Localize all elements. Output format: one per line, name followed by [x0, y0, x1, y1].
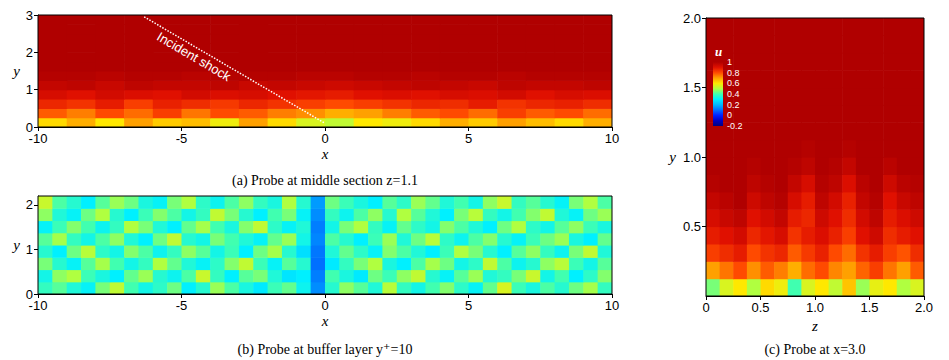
svg-text:x: x — [321, 313, 329, 329]
svg-text:x: x — [321, 146, 329, 162]
svg-text:10: 10 — [605, 131, 619, 146]
svg-text:0.5: 0.5 — [683, 219, 701, 234]
svg-text:2.0: 2.0 — [683, 11, 701, 26]
svg-text:1: 1 — [26, 242, 33, 257]
svg-text:1: 1 — [727, 57, 732, 67]
svg-text:1.0: 1.0 — [806, 300, 824, 315]
svg-text:0: 0 — [25, 119, 33, 135]
svg-text:2.0: 2.0 — [915, 300, 933, 315]
svg-text:(b) Probe at buffer layer y⁺=1: (b) Probe at buffer layer y⁺=10 — [238, 342, 413, 358]
svg-text:5: 5 — [465, 131, 472, 146]
svg-text:y: y — [667, 149, 676, 165]
svg-text:0.8: 0.8 — [727, 68, 740, 78]
svg-text:y: y — [11, 237, 20, 253]
svg-text:2: 2 — [26, 197, 33, 212]
svg-text:0: 0 — [727, 110, 732, 120]
svg-text:2: 2 — [26, 45, 33, 60]
svg-text:0.2: 0.2 — [727, 100, 740, 110]
svg-text:y: y — [11, 63, 20, 79]
svg-text:1.5: 1.5 — [860, 300, 878, 315]
svg-text:0.5: 0.5 — [751, 300, 769, 315]
svg-text:Incident shock: Incident shock — [154, 29, 234, 84]
svg-text:0.6: 0.6 — [727, 78, 740, 88]
svg-text:0: 0 — [321, 131, 328, 146]
svg-text:u: u — [715, 44, 722, 59]
svg-text:-10: -10 — [29, 131, 48, 146]
svg-text:-5: -5 — [176, 298, 188, 313]
svg-text:z: z — [811, 318, 818, 334]
svg-text:-5: -5 — [176, 131, 188, 146]
svg-text:(a) Probe at middle section z=: (a) Probe at middle section z=1.1 — [232, 173, 418, 189]
svg-text:1.5: 1.5 — [683, 80, 701, 95]
svg-text:0: 0 — [702, 300, 709, 315]
svg-text:-10: -10 — [29, 298, 48, 313]
svg-text:3: 3 — [26, 8, 33, 23]
svg-text:0.4: 0.4 — [727, 89, 740, 99]
svg-text:1.0: 1.0 — [683, 150, 701, 165]
svg-text:0: 0 — [321, 298, 328, 313]
svg-text:5: 5 — [465, 298, 472, 313]
svg-text:10: 10 — [605, 298, 619, 313]
svg-text:(c) Probe at x=3.0: (c) Probe at x=3.0 — [764, 342, 865, 358]
svg-text:-0.2: -0.2 — [727, 121, 743, 131]
svg-text:0: 0 — [25, 286, 33, 302]
svg-text:1: 1 — [26, 82, 33, 97]
